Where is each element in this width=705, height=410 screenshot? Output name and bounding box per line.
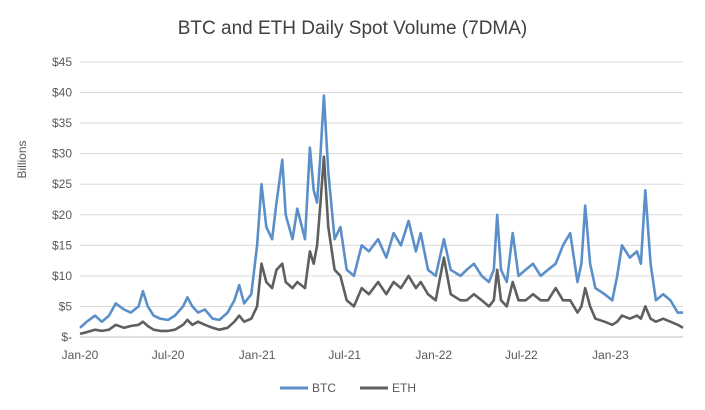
series-line-eth <box>79 155 684 336</box>
x-tick-label: Jul-20 <box>152 348 185 362</box>
y-tick-label: $40 <box>52 86 72 100</box>
legend-label-eth: ETH <box>392 381 416 395</box>
y-tick-label: $30 <box>52 147 72 161</box>
y-tick-label: $20 <box>52 208 72 222</box>
y-tick-label: $35 <box>52 116 72 130</box>
y-tick-label: $15 <box>52 238 72 252</box>
y-axis-label: Billions <box>15 140 29 178</box>
x-tick-label: Jan-23 <box>592 348 629 362</box>
x-tick-label: Jan-21 <box>239 348 276 362</box>
x-axis-ticks: Jan-20 Jul-20 Jan-21 Jul-21 Jan-22 Jul-22 Jan-… <box>62 348 629 362</box>
y-tick-label: $10 <box>52 269 72 283</box>
x-tick-label: Jul-21 <box>328 348 361 362</box>
y-tick-label: $- <box>61 330 72 344</box>
series-line-btc <box>79 94 683 329</box>
legend: BTC ETH <box>280 381 416 395</box>
x-tick-label: Jan-22 <box>415 348 452 362</box>
legend-label-btc: BTC <box>312 381 336 395</box>
y-tick-label: $45 <box>52 55 72 69</box>
y-axis-ticks: $- $5 $10 $15 $20 $25 $30 $35 $40 $45 <box>52 55 72 344</box>
x-tick-label: Jan-20 <box>62 348 99 362</box>
series-layer <box>79 94 684 336</box>
x-tick-label: Jul-22 <box>505 348 538 362</box>
chart-title: BTC and ETH Daily Spot Volume (7DMA) <box>177 18 528 39</box>
y-tick-label: $5 <box>59 299 73 313</box>
y-tick-label: $25 <box>52 177 72 191</box>
gridlines <box>80 61 683 338</box>
